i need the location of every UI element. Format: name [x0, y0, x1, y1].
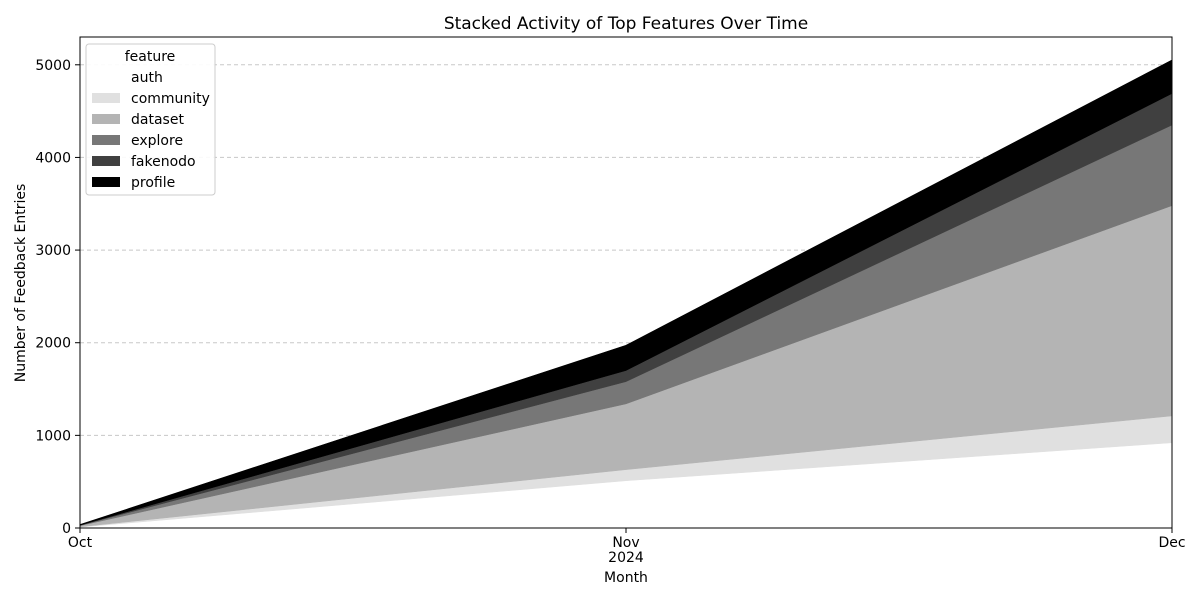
legend-swatch-fakenodo — [92, 156, 120, 166]
legend-label-community: community — [131, 91, 210, 107]
y-tick-label: 0 — [62, 521, 71, 537]
line-profile — [79, 59, 1173, 526]
y-axis-title: Number of Feedback Entries — [13, 184, 29, 383]
x-tick-label: Nov — [612, 535, 639, 551]
y-tick-label: 1000 — [35, 428, 71, 444]
legend-swatch-auth — [92, 72, 120, 82]
legend-label-dataset: dataset — [131, 112, 184, 128]
y-tick-label: 4000 — [35, 150, 71, 166]
legend-swatch-profile — [92, 177, 120, 187]
legend-swatch-explore — [92, 135, 120, 145]
x-tick-label: Dec — [1158, 535, 1185, 551]
legend-swatch-community — [92, 93, 120, 103]
y-tick-label: 3000 — [35, 243, 71, 259]
y-axis: 0 1000 2000 3000 4000 5000 — [35, 58, 80, 537]
legend-items: auth community dataset explore fakenodo profi… — [92, 70, 210, 191]
legend: feature auth community dataset explore faken… — [85, 43, 216, 196]
legend-label-explore: explore — [131, 133, 183, 149]
legend-swatch-dataset — [92, 114, 120, 124]
stacked-areas — [79, 59, 1173, 529]
legend-label-fakenodo: fakenodo — [131, 154, 196, 170]
chart-title: Stacked Activity of Top Features Over Ti… — [444, 14, 808, 34]
y-tick-label: 5000 — [35, 58, 71, 74]
x-tick-label: Oct — [68, 535, 93, 551]
legend-title: feature — [125, 49, 176, 65]
y-tick-label: 2000 — [35, 336, 71, 352]
x-tick-sublabel: 2024 — [608, 550, 644, 566]
x-axis-title: Month — [604, 570, 648, 586]
legend-label-auth: auth — [131, 70, 163, 86]
legend-label-profile: profile — [131, 175, 175, 191]
